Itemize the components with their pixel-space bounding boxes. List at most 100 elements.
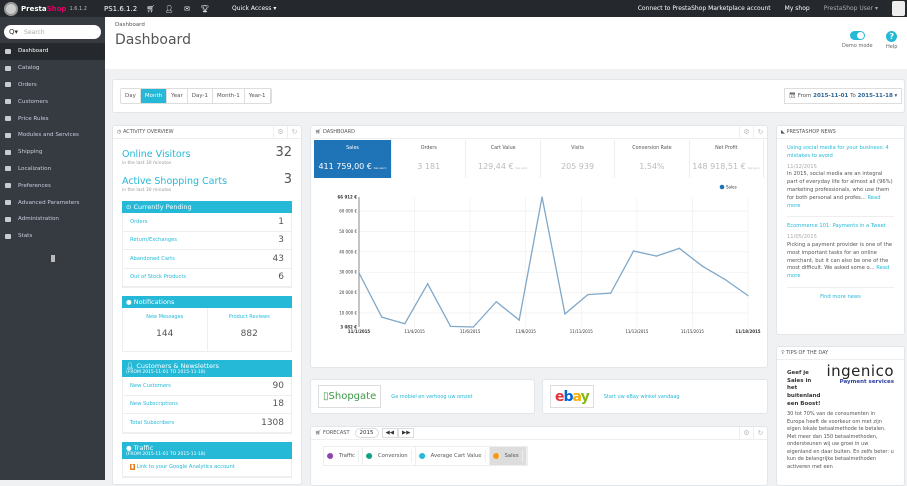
sales-data-point <box>518 319 520 321</box>
period-year-1[interactable]: Year-1 <box>245 89 271 103</box>
legend-label: Sales <box>726 185 737 190</box>
forecast-legend-conversion[interactable]: Conversion <box>363 447 416 465</box>
search-input[interactable]: Q▾ Search <box>4 25 101 39</box>
menu-item-icon <box>5 65 11 71</box>
date-range-picker[interactable]: 📅︎ From 2015-11-01 To 2015-11-18 ▾ <box>784 88 903 104</box>
refresh-icon[interactable]: ↻ <box>753 426 767 440</box>
forecast-legend-sales[interactable]: Sales <box>489 447 527 465</box>
gear-icon[interactable]: ⚙ <box>739 125 753 139</box>
sidebar-item-label: Modules and Services <box>18 132 79 139</box>
refresh-icon[interactable]: ↻ <box>753 125 767 139</box>
row-value: 1308 <box>261 417 284 428</box>
my-shop-link[interactable]: My shop <box>784 5 810 12</box>
kpi-visits[interactable]: Visits 205 939 <box>541 140 616 178</box>
legend-label: Traffic <box>336 450 359 462</box>
menu-item-icon <box>5 132 11 138</box>
kpi-cart-value[interactable]: Cart Value 129,44 € tax excl. <box>466 140 541 178</box>
row-label: Return/Exchanges <box>130 237 178 244</box>
sales-series-line <box>358 196 749 328</box>
list-item[interactable]: Out of Stock Products 6 <box>123 269 291 287</box>
sidebar-item-dashboard[interactable]: Dashboard <box>0 43 105 60</box>
period-day[interactable]: Day <box>121 89 141 103</box>
news-title[interactable]: Ecommerce 101: Payments in a Tweet <box>787 223 886 230</box>
new-messages[interactable]: New Messages 144 <box>123 308 208 351</box>
forecast-legend-average-cart-value[interactable]: Average Cart Value <box>416 447 490 465</box>
sidebar-item-label: Price Rules <box>18 115 49 122</box>
period-year[interactable]: Year <box>167 89 188 103</box>
search-icon[interactable]: Q▾ <box>9 28 19 36</box>
news-title[interactable]: Using social media for your business: 4 … <box>787 145 889 159</box>
find-more-news-link[interactable]: Find more news <box>820 293 861 300</box>
sidebar-item-orders[interactable]: Orders <box>0 77 105 94</box>
list-item[interactable]: Orders 1 <box>123 213 291 232</box>
list-item[interactable]: Total Subscribers 1308 <box>123 414 291 433</box>
kpi-orders[interactable]: Orders 3 181 <box>392 140 467 178</box>
cart-icon[interactable]: 🛒︎ <box>146 4 156 13</box>
y-tick-label: 30 000 € <box>339 270 357 275</box>
toggle-icon[interactable] <box>849 31 865 40</box>
list-item[interactable]: New Subscriptions 18 <box>123 396 291 414</box>
forecast-legend-traffic[interactable]: Traffic <box>324 447 363 465</box>
demo-mode-toggle[interactable]: Demo mode <box>842 31 873 49</box>
forecast-prev-button[interactable]: ◀◀ <box>381 428 398 438</box>
collapse-menu-handle[interactable] <box>50 254 55 262</box>
list-item[interactable]: New Customers 90 <box>123 377 291 396</box>
kpi-label: Cart Value <box>490 146 516 151</box>
gear-icon[interactable]: ⚙ <box>273 125 287 139</box>
row-value: 18 <box>272 399 284 410</box>
quick-access-menu[interactable]: Quick Access ▾ <box>232 5 277 12</box>
sidebar-item-modules-and-services[interactable]: Modules and Services <box>0 127 105 144</box>
period-month[interactable]: Month <box>140 89 168 103</box>
kpi-value: 411 759,00 € tax excl. <box>314 162 391 171</box>
ebay-link[interactable]: Start uw eBay winkel vandaag <box>603 393 680 400</box>
sidebar-item-customers[interactable]: Customers <box>0 93 105 110</box>
sales-data-point <box>495 300 498 303</box>
list-item[interactable]: Abandoned Carts 43 <box>123 250 291 269</box>
menu-item-icon <box>5 233 11 239</box>
y-tick-label: 66 912 € <box>338 195 358 200</box>
sidebar-item-catalog[interactable]: Catalog <box>0 60 105 77</box>
envelope-icon[interactable]: ✉ <box>184 4 190 13</box>
forecast-year[interactable]: 2015 <box>354 428 379 438</box>
cart-icon: 🛒︎ <box>315 430 323 436</box>
sidebar-item-administration[interactable]: Administration <box>0 211 105 228</box>
shopgate-link[interactable]: Ga mobiel en verhoog uw omzet <box>391 393 473 400</box>
x-tick-label: 11/13/2015 <box>625 329 649 334</box>
sidebar-item-localization[interactable]: Localization <box>0 161 105 178</box>
connect-marketplace-link[interactable]: Connect to PrestaShop Marketplace accoun… <box>637 5 771 12</box>
sidebar-item-label: Localization <box>18 165 52 172</box>
read-more-link[interactable]: Read more <box>787 194 881 209</box>
sidebar-item-shipping[interactable]: Shipping <box>0 144 105 161</box>
online-visitors: Online Visitors 32 <box>122 145 292 160</box>
breadcrumb[interactable]: Dashboard <box>115 22 145 28</box>
trophy-icon[interactable]: 🏆︎ <box>200 4 210 13</box>
ebay-banner[interactable]: ebay Start uw eBay winkel vandaag <box>542 379 768 414</box>
shopgate-banner[interactable]: ▯Shopgate Ga mobiel en verhoog uw omzet <box>310 379 535 414</box>
google-analytics-link[interactable]: ▮ Link to your Google Analytics account <box>123 459 291 477</box>
period-day-1[interactable]: Day-1 <box>188 89 214 103</box>
kpi-net-profit[interactable]: Net Profit 148 918,51 € tax excl. <box>690 140 765 178</box>
user-icon[interactable]: 👤︎ <box>164 4 174 13</box>
avatar[interactable] <box>892 1 905 16</box>
kpi-conversion-rate[interactable]: Conversion Rate 1.54% <box>615 140 690 178</box>
product-reviews[interactable]: Product Reviews 882 <box>228 314 270 339</box>
user-menu[interactable]: PrestaShop User ▾ <box>823 5 878 12</box>
gear-icon[interactable]: ⚙ <box>739 426 753 440</box>
prestashop-logo[interactable]: PrestaShop 1.6.1.2 <box>0 1 100 16</box>
refresh-icon[interactable]: ↻ <box>287 125 301 139</box>
shop-version: PS1.6.1.2 <box>104 4 138 13</box>
sidebar-item-preferences[interactable]: Preferences <box>0 177 105 194</box>
kpi-sales[interactable]: Sales 411 759,00 € tax excl. <box>314 140 393 178</box>
sales-data-point <box>724 278 726 281</box>
kpi-label: Visits <box>571 146 584 151</box>
sidebar-item-stats[interactable]: Stats <box>0 228 105 245</box>
period-month-1[interactable]: Month-1 <box>213 89 245 103</box>
news-date: 11/05/2015 <box>787 234 817 241</box>
list-item[interactable]: Return/Exchanges 3 <box>123 232 291 250</box>
forecast-next-button[interactable]: ▶▶ <box>398 428 415 438</box>
sales-data-point <box>541 196 543 198</box>
sidebar-item-price-rules[interactable]: Price Rules <box>0 110 105 127</box>
help-button[interactable]: ? Help <box>886 31 898 50</box>
sidebar-item-advanced-parameters[interactable]: Advanced Parameters <box>0 194 105 211</box>
read-more-link[interactable]: Read more <box>787 265 890 280</box>
